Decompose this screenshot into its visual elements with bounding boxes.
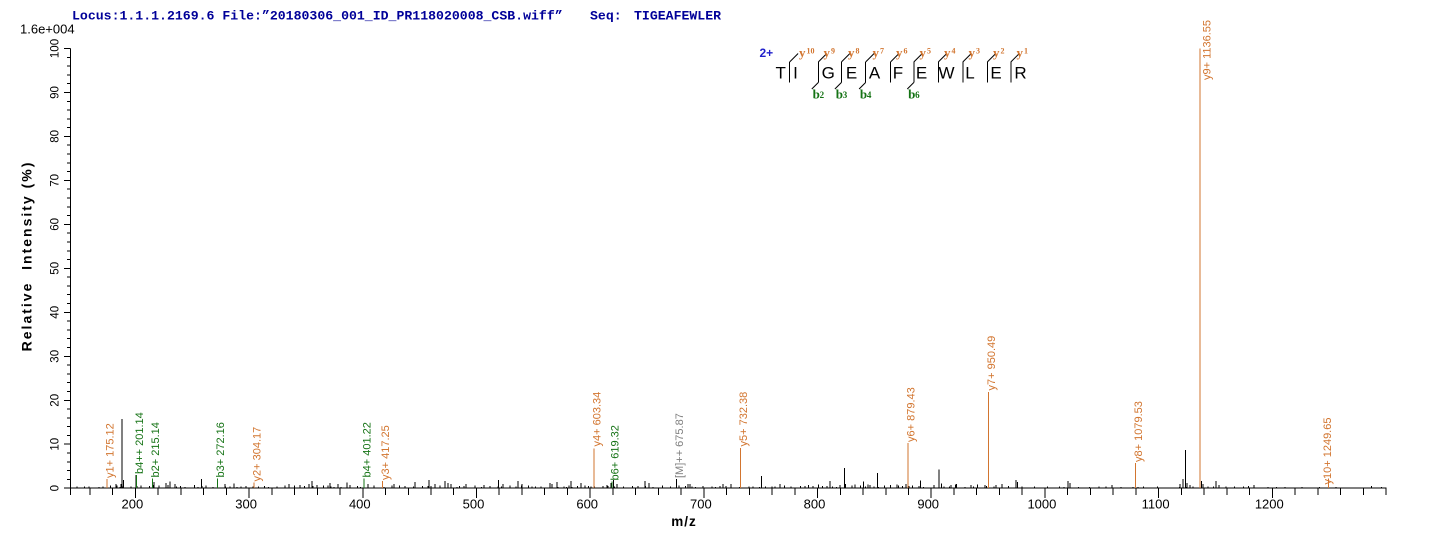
svg-text:Seq:: Seq: [590, 9, 622, 24]
svg-text:Relative Intensity (%): Relative Intensity (%) [19, 161, 35, 352]
svg-text:b: b [836, 87, 843, 102]
svg-text:y: y [944, 45, 951, 60]
svg-text:y: y [920, 45, 927, 60]
svg-text:6: 6 [915, 90, 920, 100]
svg-text:3: 3 [976, 47, 980, 56]
svg-text:0: 0 [50, 485, 62, 491]
svg-text:m/z: m/z [671, 514, 697, 529]
svg-text:T: T [776, 63, 786, 82]
svg-text:70: 70 [50, 174, 62, 187]
svg-text:9: 9 [831, 47, 835, 56]
svg-text:100: 100 [50, 39, 62, 58]
svg-text:b: b [860, 87, 867, 102]
svg-text:b4+ 401.22: b4+ 401.22 [362, 422, 374, 477]
svg-text:A: A [869, 63, 881, 82]
svg-text:b2+ 215.14: b2+ 215.14 [150, 422, 162, 477]
svg-text:y10+ 1249.65: y10+ 1249.65 [1322, 418, 1334, 485]
svg-text:I: I [793, 63, 798, 82]
svg-text:y: y [873, 45, 880, 60]
svg-text:E: E [916, 63, 927, 82]
svg-text:2: 2 [1001, 47, 1005, 56]
svg-text:50: 50 [50, 262, 62, 275]
svg-text:10: 10 [50, 438, 62, 451]
svg-text:800: 800 [804, 497, 826, 512]
svg-text:E: E [990, 63, 1001, 82]
svg-text:6: 6 [904, 47, 908, 56]
svg-text:2+: 2+ [760, 46, 774, 60]
svg-text:4: 4 [952, 47, 956, 56]
svg-text:10: 10 [807, 47, 815, 56]
svg-text:b6+ 619.32: b6+ 619.32 [610, 425, 622, 480]
svg-text:7: 7 [880, 47, 884, 56]
svg-text:L: L [965, 63, 974, 82]
svg-text:y: y [896, 45, 903, 60]
svg-text:y3+ 417.25: y3+ 417.25 [380, 425, 392, 480]
svg-text:200: 200 [122, 497, 144, 512]
svg-text:60: 60 [50, 218, 62, 231]
svg-text:1.6e+004: 1.6e+004 [20, 22, 75, 37]
svg-text:20: 20 [50, 394, 62, 407]
svg-text:b4++ 201.14: b4++ 201.14 [134, 412, 146, 474]
svg-text:1200: 1200 [1255, 497, 1284, 512]
svg-text:y8+ 1079.53: y8+ 1079.53 [1133, 401, 1145, 462]
svg-text:90: 90 [50, 86, 62, 99]
svg-text:W: W [938, 63, 954, 82]
svg-text:y6+ 879.43: y6+ 879.43 [905, 387, 917, 442]
svg-text:Locus:1.1.1.2169.6 File:”20180: Locus:1.1.1.2169.6 File:”20180306_001_ID… [72, 9, 563, 24]
svg-text:4: 4 [867, 90, 872, 100]
svg-text:y: y [824, 45, 831, 60]
svg-text:40: 40 [50, 306, 62, 319]
svg-text:y: y [1017, 45, 1024, 60]
svg-text:R: R [1014, 63, 1026, 82]
svg-text:b: b [908, 87, 915, 102]
svg-text:[M]++ 675.87: [M]++ 675.87 [674, 413, 686, 478]
svg-text:400: 400 [349, 497, 371, 512]
svg-text:y2+ 304.17: y2+ 304.17 [251, 427, 263, 482]
svg-text:1000: 1000 [1027, 497, 1056, 512]
svg-text:600: 600 [576, 497, 598, 512]
svg-text:y: y [993, 45, 1000, 60]
svg-text:TIGEAFEWLER: TIGEAFEWLER [634, 9, 721, 24]
svg-text:G: G [822, 63, 835, 82]
svg-text:b3+ 272.16: b3+ 272.16 [215, 422, 227, 477]
svg-text:3: 3 [843, 90, 848, 100]
svg-text:E: E [846, 63, 857, 82]
svg-text:y: y [799, 45, 806, 60]
svg-text:900: 900 [917, 497, 939, 512]
svg-text:5: 5 [927, 47, 931, 56]
svg-text:700: 700 [690, 497, 712, 512]
svg-text:b: b [813, 87, 820, 102]
svg-text:y1+ 175.12: y1+ 175.12 [105, 423, 117, 478]
svg-text:1: 1 [1024, 47, 1028, 56]
svg-text:y4+ 603.34: y4+ 603.34 [592, 392, 604, 447]
svg-text:y5+ 732.38: y5+ 732.38 [738, 392, 750, 447]
svg-text:y9+ 1136.55: y9+ 1136.55 [1202, 20, 1214, 80]
svg-text:F: F [893, 63, 903, 82]
svg-text:300: 300 [235, 497, 257, 512]
svg-text:2: 2 [820, 90, 825, 100]
svg-text:30: 30 [50, 350, 62, 363]
svg-text:500: 500 [463, 497, 485, 512]
svg-text:1100: 1100 [1142, 497, 1170, 512]
svg-text:80: 80 [50, 130, 62, 143]
svg-text:y: y [969, 45, 976, 60]
svg-text:y7+ 950.49: y7+ 950.49 [986, 336, 998, 391]
svg-text:8: 8 [856, 47, 860, 56]
svg-text:y: y [848, 45, 855, 60]
